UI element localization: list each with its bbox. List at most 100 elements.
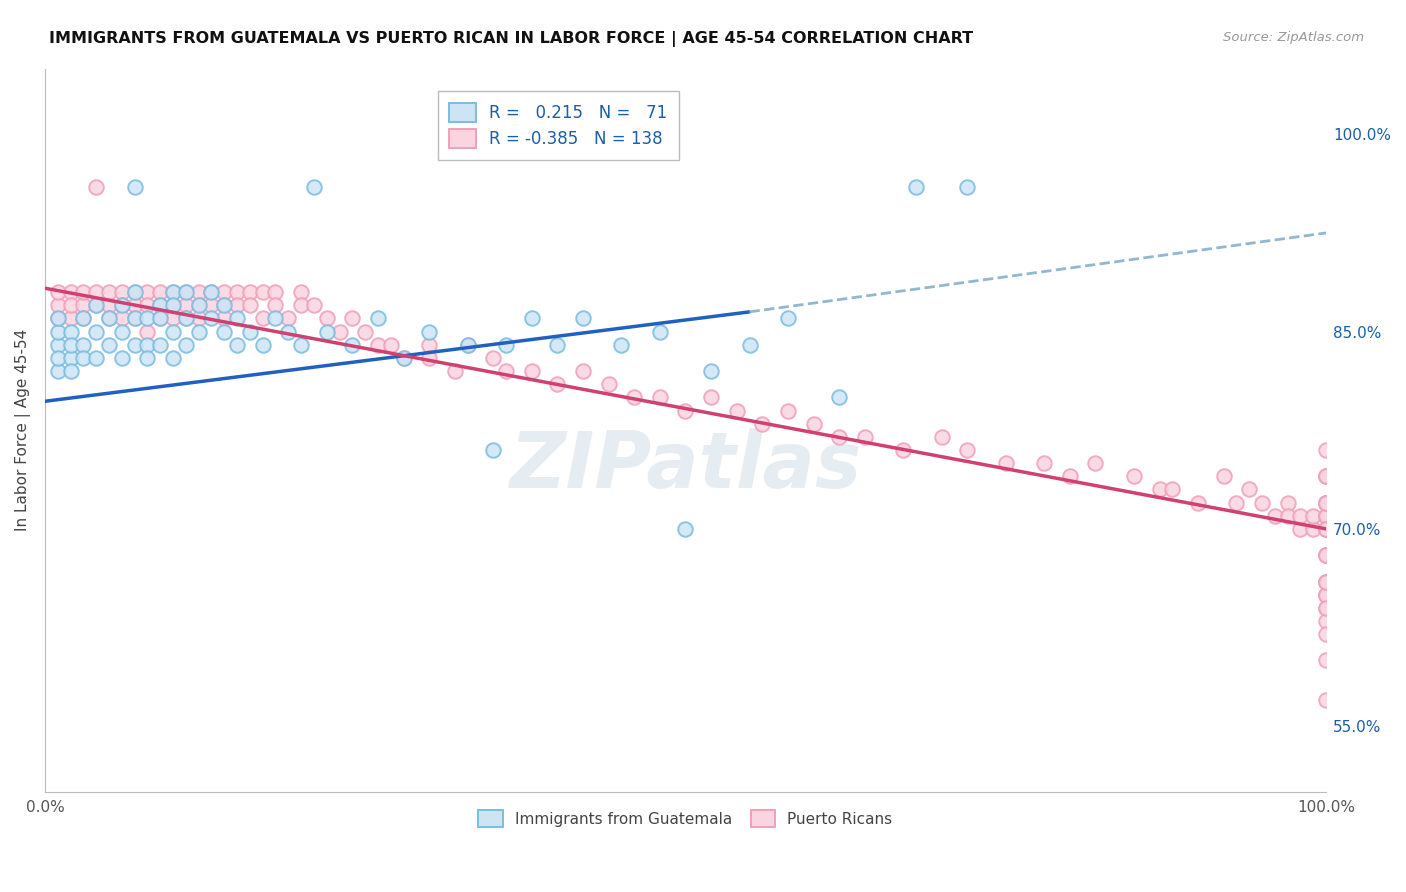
Point	[149, 311, 172, 326]
Point	[1315, 442, 1337, 457]
Point	[1315, 574, 1337, 589]
Point	[803, 417, 825, 431]
Point	[1315, 600, 1337, 615]
Point	[212, 298, 235, 312]
Point	[46, 364, 69, 378]
Point	[675, 403, 697, 417]
Point	[226, 298, 249, 312]
Point	[162, 351, 184, 365]
Point	[111, 285, 134, 299]
Point	[1315, 495, 1337, 509]
Point	[495, 364, 517, 378]
Point	[136, 285, 159, 299]
Point	[905, 180, 928, 194]
Point	[174, 311, 197, 326]
Point	[610, 337, 633, 351]
Point	[354, 325, 377, 339]
Point	[994, 456, 1017, 470]
Point	[200, 311, 222, 326]
Point	[187, 298, 209, 312]
Point	[111, 311, 134, 326]
Point	[162, 298, 184, 312]
Point	[59, 325, 82, 339]
Point	[46, 337, 69, 351]
Point	[149, 337, 172, 351]
Y-axis label: In Labor Force | Age 45-54: In Labor Force | Age 45-54	[15, 329, 31, 532]
Point	[1122, 469, 1144, 483]
Point	[1315, 522, 1337, 536]
Point	[392, 351, 415, 365]
Point	[1302, 522, 1324, 536]
Point	[1315, 600, 1337, 615]
Point	[675, 522, 697, 536]
Point	[212, 325, 235, 339]
Point	[1149, 483, 1171, 497]
Point	[72, 351, 94, 365]
Point	[187, 285, 209, 299]
Point	[1315, 508, 1337, 523]
Point	[149, 298, 172, 312]
Point	[1315, 693, 1337, 707]
Point	[72, 337, 94, 351]
Point	[1315, 469, 1337, 483]
Point	[111, 298, 134, 312]
Point	[200, 285, 222, 299]
Text: ZIPatlas: ZIPatlas	[509, 428, 862, 504]
Point	[162, 325, 184, 339]
Point	[1315, 588, 1337, 602]
Point	[418, 351, 440, 365]
Point	[891, 442, 914, 457]
Point	[1315, 548, 1337, 562]
Point	[97, 311, 120, 326]
Point	[572, 364, 595, 378]
Point	[97, 298, 120, 312]
Point	[1315, 574, 1337, 589]
Point	[277, 325, 299, 339]
Point	[1277, 495, 1299, 509]
Point	[1315, 548, 1337, 562]
Point	[1315, 508, 1337, 523]
Point	[1315, 469, 1337, 483]
Point	[174, 285, 197, 299]
Point	[392, 351, 415, 365]
Point	[162, 285, 184, 299]
Point	[124, 285, 146, 299]
Point	[187, 298, 209, 312]
Point	[1315, 653, 1337, 667]
Point	[264, 298, 287, 312]
Point	[572, 311, 595, 326]
Point	[1161, 483, 1184, 497]
Point	[1289, 508, 1312, 523]
Point	[264, 285, 287, 299]
Point	[648, 390, 671, 404]
Point	[46, 311, 69, 326]
Point	[853, 430, 876, 444]
Point	[342, 311, 364, 326]
Point	[1315, 495, 1337, 509]
Point	[59, 311, 82, 326]
Point	[1315, 588, 1337, 602]
Point	[174, 285, 197, 299]
Point	[149, 298, 172, 312]
Point	[187, 311, 209, 326]
Point	[212, 298, 235, 312]
Point	[84, 325, 107, 339]
Point	[136, 325, 159, 339]
Point	[84, 298, 107, 312]
Point	[520, 311, 543, 326]
Point	[290, 285, 312, 299]
Point	[1212, 469, 1234, 483]
Point	[482, 442, 505, 457]
Point	[725, 403, 748, 417]
Text: Source: ZipAtlas.com: Source: ZipAtlas.com	[1223, 31, 1364, 45]
Point	[212, 285, 235, 299]
Point	[226, 337, 249, 351]
Point	[252, 285, 274, 299]
Point	[828, 390, 851, 404]
Point	[187, 325, 209, 339]
Point	[59, 298, 82, 312]
Point	[162, 285, 184, 299]
Point	[97, 285, 120, 299]
Point	[97, 337, 120, 351]
Point	[482, 351, 505, 365]
